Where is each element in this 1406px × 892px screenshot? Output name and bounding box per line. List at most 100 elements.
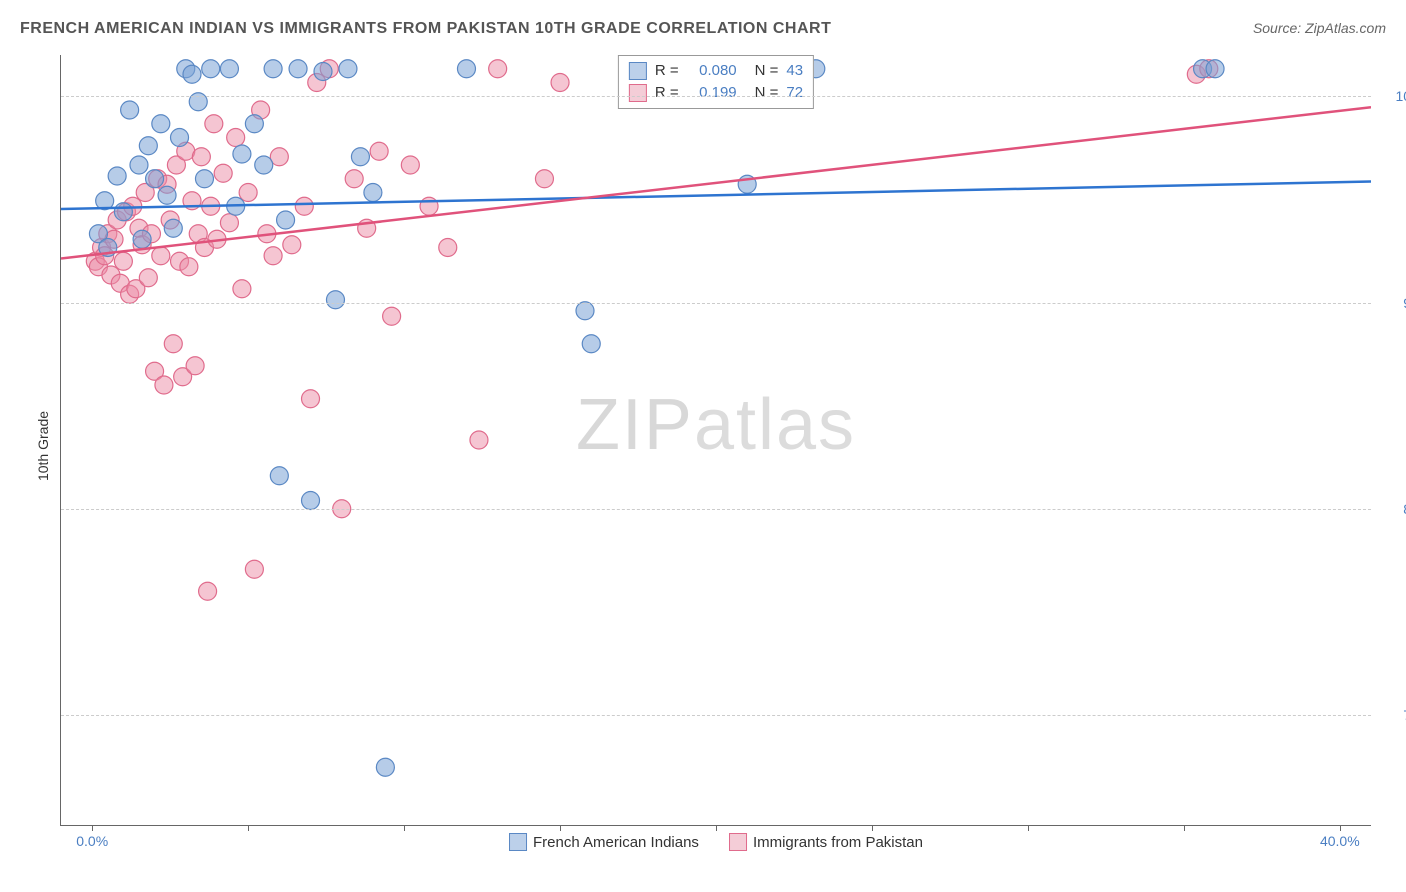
scatter-point [186, 357, 204, 375]
scatter-point [401, 156, 419, 174]
scatter-point [376, 758, 394, 776]
scatter-point [146, 170, 164, 188]
x-tick [92, 825, 93, 831]
legend-series: French American Indians Immigrants from P… [509, 833, 923, 851]
scatter-point [489, 60, 507, 78]
n-label: N = [755, 82, 779, 104]
scatter-point [130, 156, 148, 174]
scatter-point [205, 115, 223, 133]
scatter-point [164, 335, 182, 353]
scatter-point [364, 184, 382, 202]
scatter-point [295, 197, 313, 215]
y-axis-label: 10th Grade [35, 411, 51, 481]
scatter-svg [61, 55, 1371, 825]
scatter-point [339, 60, 357, 78]
scatter-point [1206, 60, 1224, 78]
legend-swatch [629, 84, 647, 102]
plot-area: ZIPatlas R =0.080N =43R =0.199N =72 Fren… [60, 55, 1371, 826]
gridline [61, 303, 1371, 304]
scatter-point [152, 247, 170, 265]
scatter-point [457, 60, 475, 78]
scatter-point [199, 582, 217, 600]
scatter-point [133, 230, 151, 248]
x-tick [1184, 825, 1185, 831]
scatter-point [214, 164, 232, 182]
r-label: R = [655, 60, 679, 82]
scatter-point [220, 214, 238, 232]
scatter-point [383, 307, 401, 325]
scatter-point [114, 203, 132, 221]
scatter-point [345, 170, 363, 188]
scatter-point [121, 101, 139, 119]
x-tick [404, 825, 405, 831]
n-value: 72 [786, 82, 803, 104]
scatter-point [535, 170, 553, 188]
scatter-point [108, 167, 126, 185]
chart-title: FRENCH AMERICAN INDIAN VS IMMIGRANTS FRO… [20, 20, 831, 37]
legend-item: Immigrants from Pakistan [729, 833, 923, 851]
legend-correlation: R =0.080N =43R =0.199N =72 [618, 55, 814, 109]
gridline [61, 509, 1371, 510]
scatter-point [283, 236, 301, 254]
scatter-point [245, 560, 263, 578]
scatter-point [183, 65, 201, 83]
scatter-point [551, 74, 569, 92]
legend-swatch [629, 62, 647, 80]
scatter-point [576, 302, 594, 320]
legend-swatch [509, 833, 527, 851]
scatter-point [139, 269, 157, 287]
scatter-point [270, 467, 288, 485]
scatter-point [239, 184, 257, 202]
scatter-point [155, 376, 173, 394]
scatter-point [370, 142, 388, 160]
scatter-point [264, 247, 282, 265]
gridline [61, 96, 1371, 97]
scatter-point [192, 148, 210, 166]
scatter-point [302, 390, 320, 408]
trend-line [61, 182, 1371, 210]
scatter-point [582, 335, 600, 353]
scatter-point [180, 258, 198, 276]
legend-swatch [729, 833, 747, 851]
scatter-point [264, 60, 282, 78]
legend-label: French American Indians [533, 834, 699, 851]
scatter-point [139, 137, 157, 155]
x-tick-label: 0.0% [76, 833, 108, 849]
x-tick [248, 825, 249, 831]
scatter-point [314, 63, 332, 81]
legend-item: French American Indians [509, 833, 699, 851]
scatter-point [171, 129, 189, 147]
x-tick [1028, 825, 1029, 831]
scatter-point [195, 170, 213, 188]
scatter-point [114, 252, 132, 270]
scatter-point [245, 115, 263, 133]
scatter-point [326, 291, 344, 309]
r-value: 0.080 [687, 60, 737, 82]
x-tick [560, 825, 561, 831]
scatter-point [202, 60, 220, 78]
legend-label: Immigrants from Pakistan [753, 834, 923, 851]
scatter-point [289, 60, 307, 78]
scatter-point [220, 60, 238, 78]
chart-source: Source: ZipAtlas.com [1253, 20, 1386, 36]
scatter-point [255, 156, 273, 174]
scatter-point [233, 145, 251, 163]
scatter-point [227, 129, 245, 147]
scatter-point [470, 431, 488, 449]
scatter-point [158, 186, 176, 204]
legend-row: R =0.080N =43 [629, 60, 803, 82]
legend-row: R =0.199N =72 [629, 82, 803, 104]
scatter-point [164, 219, 182, 237]
r-value: 0.199 [687, 82, 737, 104]
y-tick-label: 100.0% [1396, 88, 1406, 104]
scatter-point [152, 115, 170, 133]
x-tick [872, 825, 873, 831]
gridline [61, 715, 1371, 716]
x-tick [1340, 825, 1341, 831]
scatter-point [277, 211, 295, 229]
scatter-point [351, 148, 369, 166]
x-tick-label: 40.0% [1320, 833, 1360, 849]
scatter-point [302, 492, 320, 510]
scatter-point [233, 280, 251, 298]
scatter-point [439, 239, 457, 257]
